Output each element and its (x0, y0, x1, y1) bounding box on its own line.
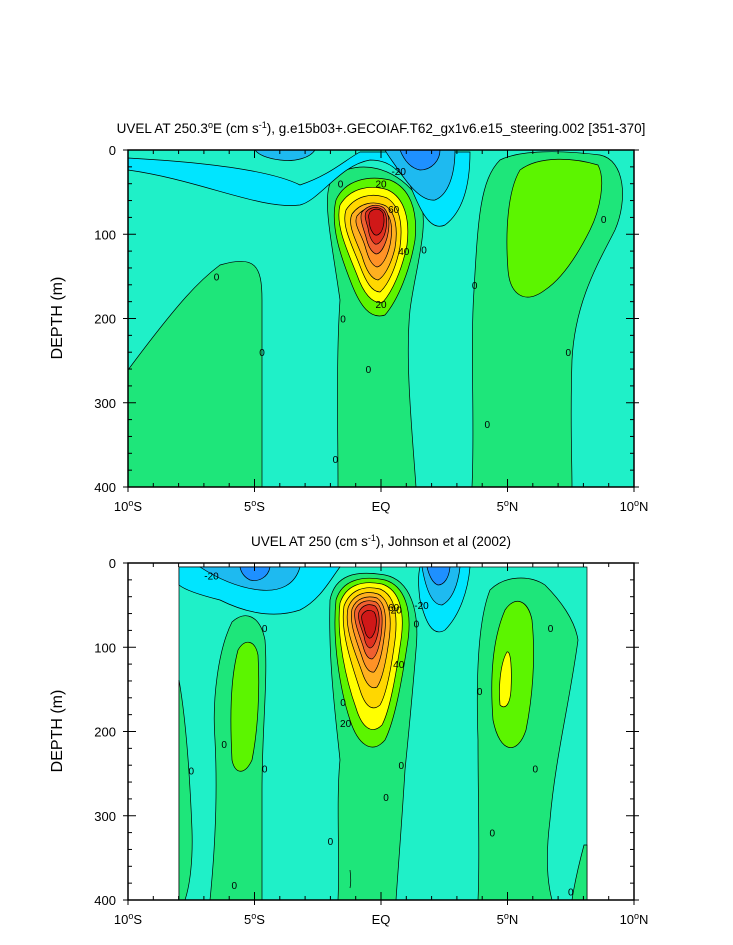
top-contour-label: 0 (366, 365, 372, 376)
bottom-y-tick-label: 100 (94, 640, 116, 655)
top-contour-label: 0 (601, 215, 607, 226)
top-contour-label: 40 (398, 247, 410, 258)
top-region-sec-n20 (254, 150, 456, 201)
top-contour-label: 0 (484, 420, 490, 431)
top-y-tick-label: 300 (94, 396, 116, 411)
bottom-contour-label: 0 (548, 624, 554, 635)
top-contour-label: 0 (338, 180, 344, 191)
top-contour-label: 60 (388, 205, 400, 216)
top-contour-label: 20 (375, 300, 387, 311)
bottom-x-tick-label: 10oS (114, 911, 142, 927)
bottom-contour-label: 0 (262, 624, 268, 635)
top-region-sec-n30 (399, 150, 441, 171)
bottom-y-tick-label: 200 (94, 725, 116, 740)
bottom-contour-label: 0 (231, 881, 237, 892)
bottom-x-tick-label: 10oN (620, 911, 649, 927)
top-contour-label: 0 (565, 348, 571, 359)
bottom-region-east-10 (491, 600, 534, 748)
bottom-small-contour (349, 869, 352, 889)
top-contour-label: 0 (421, 245, 427, 256)
bottom-region-east-edge (571, 844, 588, 900)
top-euc-80 (368, 208, 385, 236)
bottom-contour-label: 0 (568, 888, 574, 899)
top-contour-label: 0 (472, 281, 478, 292)
bottom-y-tick-label: 400 (94, 893, 116, 908)
bottom-region-east-20 (499, 651, 512, 708)
bottom-contour-label: 0 (533, 765, 539, 776)
top-contour-label: 0 (333, 455, 339, 466)
bottom-contour-label: -20 (204, 572, 219, 583)
bottom-contour-label: 0 (328, 837, 334, 848)
top-contour-label: -20 (391, 167, 406, 178)
bottom-contour-label: 40 (393, 660, 405, 671)
bottom-contour-label: -20 (414, 601, 429, 612)
bottom-y-tick-label: 300 (94, 809, 116, 824)
bottom-contour-label: 20 (340, 719, 352, 730)
top-contour-label: 20 (375, 180, 387, 191)
top-y-tick-label: 0 (109, 143, 116, 158)
top-region-sec-n10 (128, 151, 471, 227)
bottom-region-west-edge (178, 679, 193, 900)
bottom-euc-80 (361, 609, 377, 639)
bottom-contour-label: 0 (477, 687, 483, 698)
top-x-tick-label: 10oN (620, 498, 649, 514)
bottom-contour-label: 0 (221, 740, 227, 751)
top-y-tick-label: 100 (94, 227, 116, 242)
top-panel-title: UVEL AT 250.3oE (cm s-1), g.e15b03+.GECO… (117, 120, 646, 136)
top-x-tick-label: 5oS (244, 498, 265, 514)
bottom-contour-label: 0 (262, 765, 268, 776)
top-contour-label: 0 (214, 272, 220, 283)
top-x-tick-label: EQ (372, 499, 391, 514)
bottom-region-west-10 (230, 642, 260, 772)
bottom-contour-label: 60 (388, 603, 400, 614)
top-y-tick-label: 200 (94, 312, 116, 327)
bottom-contour-label: 0 (340, 698, 346, 709)
bottom-contour-label: 0 (188, 766, 194, 777)
top-x-tick-label: 10oS (114, 498, 142, 514)
top-y-axis-label: DEPTH (m) (49, 277, 66, 360)
bottom-x-tick-label: EQ (372, 912, 391, 927)
top-x-tick-label: 5oN (497, 498, 519, 514)
bottom-contour-label: 0 (490, 829, 496, 840)
bottom-region-sec-n30 (239, 566, 451, 586)
bottom-contour-label: 20 (391, 605, 403, 616)
bottom-contour-field (178, 566, 588, 900)
top-region-west (128, 261, 263, 487)
bottom-y-tick-label: 0 (109, 556, 116, 571)
top-contour-field (128, 150, 634, 487)
bottom-contour-label: 0 (383, 793, 389, 804)
bottom-contour-label: 0 (398, 761, 404, 772)
bottom-panel-title: UVEL AT 250 (cm s-1), Johnson et al (200… (251, 533, 511, 549)
top-contour-label: 0 (259, 348, 265, 359)
bottom-x-tick-label: 5oS (244, 911, 265, 927)
bottom-contour-label: 0 (414, 620, 420, 631)
top-contour-labels: -20 0 20 60 40 20 0 0 0 0 0 0 0 0 0 0 (214, 167, 607, 466)
top-y-tick-label: 400 (94, 480, 116, 495)
bottom-x-tick-label: 5oN (497, 911, 519, 927)
top-contour-label: 0 (340, 315, 346, 326)
bottom-y-axis-label: DEPTH (m) (49, 690, 66, 773)
top-region-east-10 (506, 158, 603, 298)
